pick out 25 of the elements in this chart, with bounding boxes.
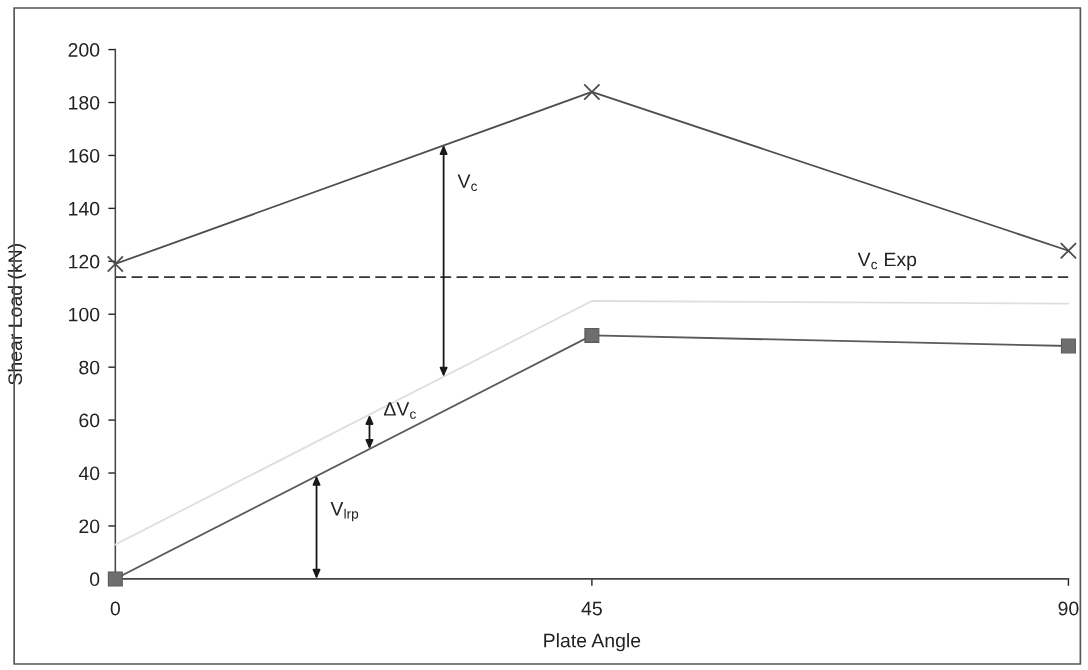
- ref-line-label: V$_{c}$ Exp: [857, 252, 917, 271]
- point: [107, 571, 123, 587]
- point: [1060, 338, 1076, 354]
- x-tick-label: 90: [1058, 601, 1079, 616]
- x-axis-title: Plate Angle: [544, 633, 641, 652]
- point: [1059, 242, 1077, 260]
- y-tick-label: 140: [69, 201, 100, 216]
- annotation: V$_{lrp}$: [330, 502, 359, 522]
- y-tick-label: 40: [78, 466, 100, 481]
- annotation: ΔV$_{c}$: [383, 402, 416, 419]
- y-tick-label: 120: [69, 254, 100, 269]
- annotation: V$_{c}$: [457, 174, 478, 192]
- y-tick-label: 200: [68, 43, 100, 57]
- point: [106, 255, 124, 273]
- y-tick-label: 60: [79, 413, 100, 428]
- y-tick-label: 20: [79, 519, 100, 534]
- y-tick-label: 180: [69, 95, 100, 110]
- point: [584, 327, 600, 343]
- x-tick-label: 0: [110, 601, 120, 616]
- y-tick-label: 80: [79, 360, 100, 375]
- x-tick-label: 45: [581, 601, 602, 616]
- y-tick-label: 0: [90, 572, 100, 587]
- point: [583, 83, 601, 101]
- y-tick-label: 100: [69, 307, 100, 322]
- y-tick-label: 160: [69, 148, 100, 163]
